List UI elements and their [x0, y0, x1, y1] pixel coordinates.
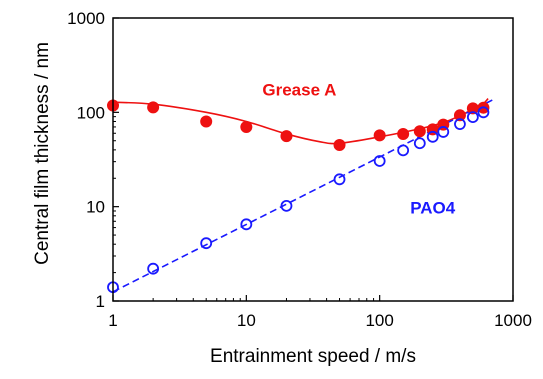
data-point-series-0	[397, 127, 410, 140]
data-point-series-1	[147, 262, 160, 275]
data-point-series-1	[200, 237, 213, 250]
y-axis-title: Central film thickness / nm	[32, 42, 53, 265]
data-point-series-1	[477, 106, 490, 119]
x-tick-label: 1	[108, 311, 117, 330]
data-point-series-1	[240, 218, 253, 231]
data-point-series-1	[373, 155, 386, 167]
x-tick-label: 10	[237, 311, 256, 330]
axis-ticks	[112, 17, 514, 302]
data-point-series-0	[280, 130, 293, 143]
data-point-series-0	[240, 120, 253, 133]
data-point-series-0	[373, 129, 386, 142]
data-point-series-1	[426, 130, 439, 143]
x-tick-label: 1000	[494, 311, 532, 330]
y-tick-label: 1000	[67, 9, 105, 28]
data-point-series-1	[413, 137, 426, 150]
series-fit-curve-0	[112, 98, 489, 145]
y-tick-label: 1	[96, 292, 105, 311]
series-label: PAO4	[410, 198, 456, 217]
data-point-series-1	[280, 199, 293, 212]
data-point-series-1	[454, 118, 466, 131]
data-point-series-0	[147, 101, 160, 114]
data-point-series-1	[397, 144, 410, 157]
plot-frame	[112, 17, 514, 302]
y-tick-label: 10	[86, 198, 105, 217]
data-point-series-0	[333, 139, 346, 152]
x-tick-label: 100	[365, 311, 393, 330]
series-annotations: Grease A PAO4	[262, 81, 455, 218]
tick-labels: 1 10 100 1000 1 10 100 1000	[67, 9, 532, 330]
data-point-series-1	[466, 111, 479, 124]
data-point-series-1	[437, 126, 450, 138]
data-point-series-0	[453, 109, 466, 122]
series-label: Grease A	[262, 81, 336, 100]
data-point-series-0	[413, 125, 426, 138]
data-point-series-0	[200, 115, 213, 128]
x-axis-title: Entrainment speed / m/s	[210, 346, 416, 367]
data-points	[107, 99, 490, 294]
y-tick-label: 100	[77, 103, 105, 122]
data-point-series-1	[333, 173, 346, 186]
